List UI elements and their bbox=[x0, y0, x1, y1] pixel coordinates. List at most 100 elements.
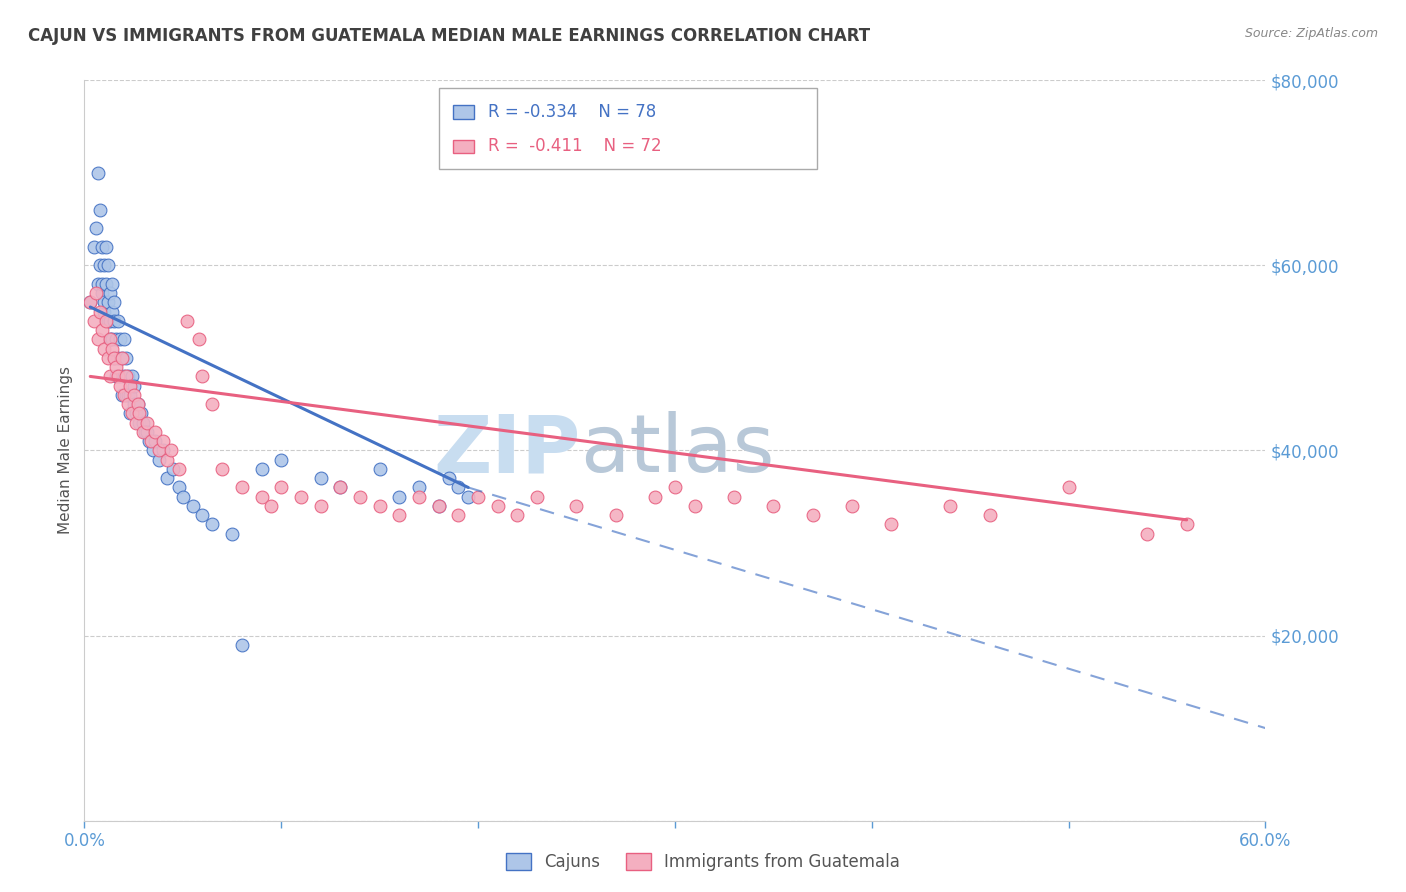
Point bbox=[87, 166, 110, 180]
Point bbox=[121, 369, 143, 384]
Point bbox=[565, 499, 588, 513]
Point bbox=[112, 332, 135, 346]
Point bbox=[368, 462, 391, 476]
Point bbox=[111, 388, 134, 402]
Point bbox=[457, 490, 479, 504]
Point bbox=[290, 490, 312, 504]
Point bbox=[94, 240, 117, 254]
Point bbox=[142, 443, 165, 458]
Point bbox=[329, 480, 352, 494]
Point bbox=[143, 434, 166, 449]
Point bbox=[114, 388, 136, 402]
Point bbox=[87, 277, 110, 291]
Point bbox=[388, 490, 411, 504]
Point bbox=[136, 425, 159, 439]
Text: CAJUN VS IMMIGRANTS FROM GUATEMALA MEDIAN MALE EARNINGS CORRELATION CHART: CAJUN VS IMMIGRANTS FROM GUATEMALA MEDIA… bbox=[28, 27, 870, 45]
Point bbox=[97, 295, 120, 310]
Point bbox=[122, 378, 145, 392]
Point bbox=[79, 295, 101, 310]
Point bbox=[723, 490, 745, 504]
Point bbox=[122, 397, 145, 411]
Point bbox=[176, 314, 198, 328]
Point bbox=[250, 490, 273, 504]
Point bbox=[427, 499, 450, 513]
Point bbox=[98, 332, 121, 346]
Text: Source: ZipAtlas.com: Source: ZipAtlas.com bbox=[1244, 27, 1378, 40]
Point bbox=[1175, 517, 1198, 532]
Point bbox=[152, 443, 174, 458]
Point bbox=[108, 378, 131, 392]
Point bbox=[644, 490, 666, 504]
Point bbox=[309, 499, 332, 513]
Point bbox=[111, 351, 134, 365]
Point bbox=[104, 332, 127, 346]
Point bbox=[181, 499, 204, 513]
Point bbox=[148, 443, 170, 458]
Point bbox=[880, 517, 903, 532]
Point bbox=[112, 369, 135, 384]
Point bbox=[437, 471, 460, 485]
Point bbox=[329, 480, 352, 494]
Point bbox=[104, 369, 127, 384]
FancyBboxPatch shape bbox=[453, 140, 474, 153]
Point bbox=[211, 462, 233, 476]
Point bbox=[84, 286, 107, 301]
Point bbox=[89, 202, 111, 217]
Point bbox=[118, 378, 141, 392]
Point bbox=[87, 332, 110, 346]
Point bbox=[309, 471, 332, 485]
Point bbox=[124, 407, 146, 421]
Point bbox=[103, 295, 125, 310]
Point bbox=[221, 526, 243, 541]
Point bbox=[91, 277, 114, 291]
Point bbox=[93, 259, 115, 273]
Legend: Cajuns, Immigrants from Guatemala: Cajuns, Immigrants from Guatemala bbox=[498, 845, 908, 880]
Point bbox=[167, 480, 190, 494]
FancyBboxPatch shape bbox=[453, 105, 474, 119]
Point bbox=[127, 397, 149, 411]
Point bbox=[368, 499, 391, 513]
Point bbox=[91, 286, 114, 301]
Point bbox=[467, 490, 489, 504]
Point bbox=[117, 369, 139, 384]
Text: ZIP: ZIP bbox=[433, 411, 581, 490]
Point bbox=[114, 351, 136, 365]
Y-axis label: Median Male Earnings: Median Male Earnings bbox=[58, 367, 73, 534]
Point bbox=[131, 407, 153, 421]
Point bbox=[187, 332, 209, 346]
Point bbox=[127, 397, 149, 411]
Point bbox=[486, 499, 509, 513]
Point bbox=[231, 480, 253, 494]
Point bbox=[121, 407, 143, 421]
Point bbox=[108, 332, 131, 346]
Point bbox=[408, 490, 430, 504]
Point bbox=[152, 434, 174, 449]
Point bbox=[98, 314, 121, 328]
Point bbox=[111, 351, 134, 365]
Text: atlas: atlas bbox=[581, 411, 775, 490]
Point bbox=[101, 332, 124, 346]
Point bbox=[349, 490, 371, 504]
Point bbox=[114, 369, 136, 384]
Point bbox=[117, 388, 139, 402]
Point bbox=[191, 508, 214, 523]
Point bbox=[124, 416, 146, 430]
Point bbox=[83, 314, 105, 328]
Point bbox=[191, 369, 214, 384]
Point bbox=[89, 259, 111, 273]
Point bbox=[118, 388, 141, 402]
Point bbox=[103, 351, 125, 365]
Point bbox=[97, 314, 120, 328]
Point bbox=[107, 314, 129, 328]
Point bbox=[939, 499, 962, 513]
Point bbox=[388, 508, 411, 523]
Point bbox=[979, 508, 1001, 523]
Point bbox=[427, 499, 450, 513]
Point bbox=[801, 508, 824, 523]
Point bbox=[201, 517, 224, 532]
Point bbox=[89, 304, 111, 318]
Point bbox=[172, 490, 194, 504]
Text: R = -0.334    N = 78: R = -0.334 N = 78 bbox=[488, 103, 657, 121]
Point bbox=[841, 499, 863, 513]
Point bbox=[118, 407, 141, 421]
